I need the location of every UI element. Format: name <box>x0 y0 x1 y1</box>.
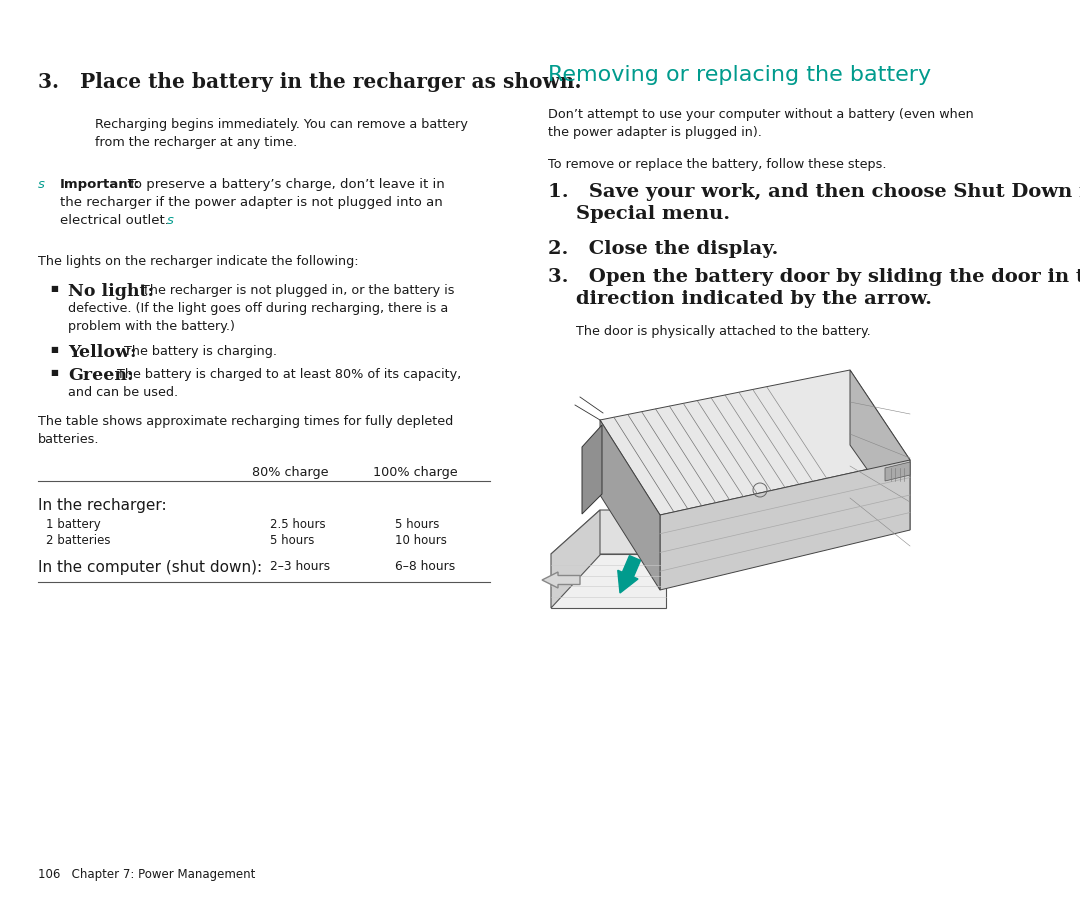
Text: Important:: Important: <box>60 178 140 191</box>
Text: the power adapter is plugged in).: the power adapter is plugged in). <box>548 126 761 139</box>
Polygon shape <box>551 510 600 608</box>
Polygon shape <box>600 420 660 590</box>
Text: The lights on the recharger indicate the following:: The lights on the recharger indicate the… <box>38 255 359 268</box>
Text: electrical outlet.: electrical outlet. <box>60 214 177 227</box>
Text: 106   Chapter 7: Power Management: 106 Chapter 7: Power Management <box>38 868 255 881</box>
Text: and can be used.: and can be used. <box>68 386 178 399</box>
Text: ■: ■ <box>50 368 58 377</box>
Text: Removing or replacing the battery: Removing or replacing the battery <box>548 65 931 85</box>
Text: To preserve a battery’s charge, don’t leave it in: To preserve a battery’s charge, don’t le… <box>129 178 445 191</box>
Text: The recharger is not plugged in, or the battery is: The recharger is not plugged in, or the … <box>141 284 455 297</box>
Text: ■: ■ <box>50 284 58 293</box>
Text: s: s <box>38 178 45 191</box>
Text: 10 hours: 10 hours <box>395 534 447 547</box>
Text: the recharger if the power adapter is not plugged into an: the recharger if the power adapter is no… <box>60 196 443 209</box>
Text: 3.   Place the battery in the recharger as shown.: 3. Place the battery in the recharger as… <box>38 72 581 92</box>
FancyArrow shape <box>618 555 640 593</box>
Text: 6–8 hours: 6–8 hours <box>395 560 456 573</box>
Text: Yellow:: Yellow: <box>68 344 136 361</box>
Text: 2–3 hours: 2–3 hours <box>270 560 330 573</box>
Text: The table shows approximate recharging times for fully depleted: The table shows approximate recharging t… <box>38 415 454 428</box>
Polygon shape <box>582 425 602 514</box>
Text: To remove or replace the battery, follow these steps.: To remove or replace the battery, follow… <box>548 158 887 171</box>
Text: 2.5 hours: 2.5 hours <box>270 518 326 531</box>
Text: 2 batteries: 2 batteries <box>46 534 110 547</box>
Polygon shape <box>660 460 910 590</box>
Text: Recharging begins immediately. You can remove a battery: Recharging begins immediately. You can r… <box>95 118 468 131</box>
Text: batteries.: batteries. <box>38 433 99 446</box>
Polygon shape <box>666 554 676 582</box>
Text: 5 hours: 5 hours <box>395 518 440 531</box>
Text: The battery is charged to at least 80% of its capacity,: The battery is charged to at least 80% o… <box>117 368 461 381</box>
Text: 3.   Open the battery door by sliding the door in the: 3. Open the battery door by sliding the … <box>548 268 1080 286</box>
Text: The battery is charging.: The battery is charging. <box>124 345 276 358</box>
Text: 1 battery: 1 battery <box>46 518 100 531</box>
FancyArrow shape <box>542 572 580 588</box>
Text: In the computer (shut down):: In the computer (shut down): <box>38 560 262 575</box>
Text: from the recharger at any time.: from the recharger at any time. <box>95 136 297 149</box>
Text: No light:: No light: <box>68 283 154 300</box>
Polygon shape <box>551 554 666 608</box>
Text: The door is physically attached to the battery.: The door is physically attached to the b… <box>576 325 870 338</box>
Text: problem with the battery.): problem with the battery.) <box>68 320 234 333</box>
Polygon shape <box>885 462 910 481</box>
Text: s: s <box>167 214 174 227</box>
Text: Special menu.: Special menu. <box>576 205 730 223</box>
Text: 2.   Close the display.: 2. Close the display. <box>548 240 779 258</box>
Text: ■: ■ <box>50 345 58 354</box>
Text: 5 hours: 5 hours <box>270 534 314 547</box>
Text: direction indicated by the arrow.: direction indicated by the arrow. <box>576 290 932 308</box>
Polygon shape <box>850 370 910 530</box>
Text: Green:: Green: <box>68 367 134 384</box>
Text: In the recharger:: In the recharger: <box>38 498 166 513</box>
Text: 100% charge: 100% charge <box>373 466 457 479</box>
Text: 1.   Save your work, and then choose Shut Down from the: 1. Save your work, and then choose Shut … <box>548 183 1080 201</box>
Text: 80% charge: 80% charge <box>252 466 328 479</box>
Polygon shape <box>600 370 910 515</box>
Text: Don’t attempt to use your computer without a battery (even when: Don’t attempt to use your computer witho… <box>548 108 974 121</box>
Text: defective. (If the light goes off during recharging, there is a: defective. (If the light goes off during… <box>68 302 448 315</box>
Polygon shape <box>551 510 666 554</box>
